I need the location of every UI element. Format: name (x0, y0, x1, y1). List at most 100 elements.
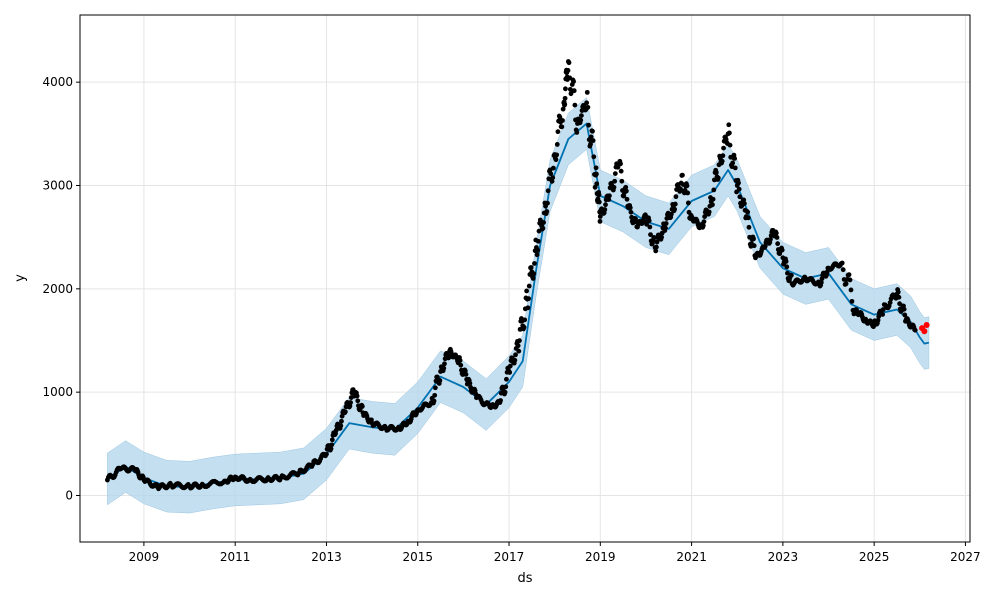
y-tick-label: 2000 (42, 282, 73, 296)
observed-point (560, 118, 565, 123)
observed-point (875, 317, 881, 323)
observed-point (535, 238, 541, 244)
observed-point (730, 160, 736, 166)
observed-point (503, 384, 509, 390)
observed-point (762, 243, 768, 249)
observed-point (710, 196, 716, 202)
observed-point (554, 152, 560, 158)
observed-point (578, 113, 584, 118)
observed-point (619, 178, 625, 184)
observed-points-layer (104, 59, 918, 492)
observed-point (745, 209, 751, 215)
observed-point (611, 184, 617, 190)
observed-point (534, 252, 540, 258)
observed-point (612, 178, 618, 184)
observed-point (623, 184, 629, 190)
observed-point (849, 298, 855, 304)
observed-point (524, 288, 530, 294)
observed-point (457, 358, 463, 363)
y-tick-label: 1000 (42, 385, 73, 399)
observed-point (672, 206, 678, 212)
x-tick-label: 2015 (402, 550, 433, 564)
observed-point (550, 165, 556, 171)
observed-point (624, 196, 630, 202)
observed-point (783, 259, 789, 264)
observed-point (774, 235, 780, 240)
observed-point (648, 232, 653, 238)
observed-point (602, 207, 608, 212)
observed-point (654, 239, 660, 245)
observed-point (672, 201, 678, 207)
forecast-line (106, 122, 930, 489)
observed-point (525, 305, 531, 311)
observed-point (359, 403, 365, 409)
observed-point (342, 409, 348, 415)
observed-point (618, 168, 624, 174)
observed-point (329, 437, 335, 443)
observed-point (588, 134, 594, 140)
observed-point (775, 241, 781, 247)
observed-point (550, 175, 556, 181)
observed-point (531, 271, 537, 277)
observed-point (788, 272, 794, 278)
observed-point (720, 153, 726, 159)
plot-frame (79, 14, 971, 543)
x-tick-label: 2011 (220, 550, 251, 564)
observed-point (848, 287, 854, 293)
observed-point (627, 205, 633, 211)
observed-point (680, 172, 685, 178)
observed-point (526, 296, 531, 302)
observed-point (553, 157, 559, 163)
observed-point (663, 225, 668, 231)
observed-point (773, 230, 779, 236)
observed-point (562, 95, 568, 101)
observed-point (607, 193, 612, 199)
recent-point (923, 322, 930, 328)
observed-point (597, 218, 603, 224)
observed-point (328, 446, 334, 452)
observed-point (902, 312, 908, 318)
x-tick-label: 2027 (950, 550, 981, 564)
observed-point (339, 413, 345, 419)
observed-point (839, 260, 845, 266)
observed-point (751, 243, 757, 249)
observed-point (541, 220, 546, 225)
observed-point (562, 101, 568, 107)
observed-point (647, 224, 653, 230)
observed-point (751, 236, 756, 242)
observed-point (540, 225, 546, 231)
observed-point (710, 202, 715, 208)
observed-point (603, 202, 608, 208)
observed-point (685, 200, 691, 206)
observed-point (742, 201, 747, 206)
observed-point (702, 214, 708, 219)
observed-point (502, 389, 508, 395)
observed-point (504, 376, 509, 382)
observed-point (571, 88, 577, 94)
observed-point (348, 400, 353, 405)
observed-point (338, 423, 344, 429)
observed-point (784, 264, 790, 270)
recent-points-layer (919, 322, 930, 335)
observed-point (612, 171, 618, 177)
observed-point (721, 145, 726, 151)
observed-point (606, 197, 612, 202)
observed-point (571, 79, 576, 84)
y-tick-label: 3000 (42, 179, 73, 193)
observed-point (586, 122, 591, 128)
observed-point (880, 311, 886, 317)
observed-point (354, 393, 360, 399)
observed-point (545, 200, 550, 206)
observed-point (713, 170, 719, 175)
y-tick-label: 0 (65, 489, 73, 503)
observed-point (507, 363, 513, 369)
observed-point (566, 60, 572, 66)
observed-point (745, 215, 751, 221)
observed-point (498, 398, 503, 403)
observed-point (355, 398, 361, 404)
observed-point (684, 183, 690, 189)
observed-point (901, 306, 907, 312)
observed-point (515, 343, 521, 349)
